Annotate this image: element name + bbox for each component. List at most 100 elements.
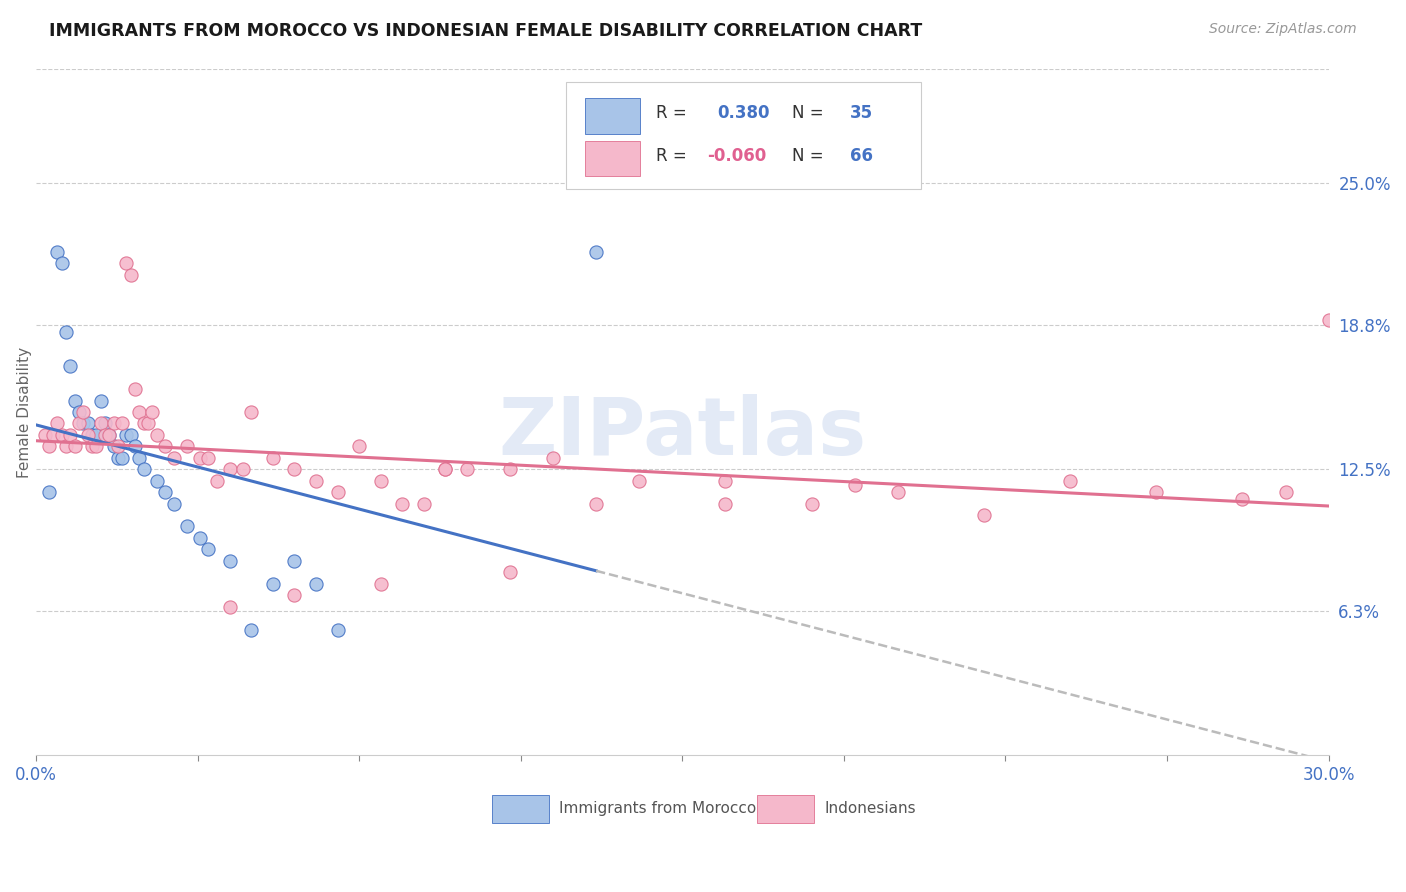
Point xyxy=(412,497,434,511)
Point xyxy=(205,474,228,488)
Point xyxy=(38,439,60,453)
Point xyxy=(305,474,328,488)
Point xyxy=(163,450,186,465)
FancyBboxPatch shape xyxy=(758,795,814,823)
Point xyxy=(72,417,94,431)
Point xyxy=(94,428,117,442)
Point xyxy=(55,439,77,453)
Point xyxy=(155,485,177,500)
Point xyxy=(1274,485,1296,500)
FancyBboxPatch shape xyxy=(585,141,640,177)
Point xyxy=(541,450,564,465)
Text: N =: N = xyxy=(792,147,824,165)
FancyBboxPatch shape xyxy=(585,98,640,134)
Point xyxy=(585,497,607,511)
Point xyxy=(262,450,284,465)
Point xyxy=(326,485,349,500)
Point xyxy=(51,256,73,270)
Point xyxy=(84,428,107,442)
Point xyxy=(136,417,159,431)
Point xyxy=(90,393,112,408)
Point xyxy=(63,439,86,453)
Point xyxy=(38,485,60,500)
Point xyxy=(46,417,69,431)
Point xyxy=(59,359,82,374)
FancyBboxPatch shape xyxy=(567,82,921,189)
Point xyxy=(1144,485,1167,500)
Text: -0.060: -0.060 xyxy=(707,147,766,165)
Point xyxy=(499,566,522,580)
Text: Indonesians: Indonesians xyxy=(824,801,917,816)
Point xyxy=(232,462,254,476)
Point xyxy=(124,382,146,396)
Point xyxy=(391,497,413,511)
Text: 66: 66 xyxy=(851,147,873,165)
Point xyxy=(80,439,103,453)
Text: N =: N = xyxy=(792,104,824,122)
Point xyxy=(1317,313,1340,327)
Point xyxy=(283,588,305,602)
Point xyxy=(111,417,134,431)
Point xyxy=(55,325,77,339)
Point xyxy=(499,462,522,476)
Point xyxy=(67,405,90,419)
Point xyxy=(107,450,129,465)
Point xyxy=(714,497,737,511)
Point xyxy=(844,478,866,492)
Point xyxy=(132,462,155,476)
Point xyxy=(188,531,211,545)
Point xyxy=(887,485,910,500)
Point xyxy=(283,554,305,568)
Text: 35: 35 xyxy=(851,104,873,122)
Point xyxy=(103,417,125,431)
Text: Immigrants from Morocco: Immigrants from Morocco xyxy=(560,801,756,816)
Point xyxy=(800,497,823,511)
Point xyxy=(218,462,240,476)
Point xyxy=(59,428,82,442)
Point xyxy=(128,450,150,465)
Text: R =: R = xyxy=(657,104,688,122)
Point xyxy=(76,428,98,442)
Point xyxy=(456,462,478,476)
Point xyxy=(434,462,457,476)
Point xyxy=(218,554,240,568)
Point xyxy=(63,393,86,408)
Point xyxy=(120,428,142,442)
Point xyxy=(197,450,219,465)
Point xyxy=(973,508,995,522)
Point xyxy=(188,450,211,465)
Point xyxy=(283,462,305,476)
Point xyxy=(103,439,125,453)
Point xyxy=(111,450,134,465)
Text: ZIPatlas: ZIPatlas xyxy=(498,393,866,472)
Point xyxy=(1232,491,1254,506)
Point xyxy=(714,474,737,488)
Point xyxy=(176,519,198,533)
Point xyxy=(76,417,98,431)
Point xyxy=(141,405,163,419)
Point xyxy=(326,623,349,637)
Point xyxy=(585,244,607,259)
Point xyxy=(107,439,129,453)
Point xyxy=(67,417,90,431)
Point xyxy=(240,405,263,419)
Point xyxy=(34,428,56,442)
Point xyxy=(218,599,240,614)
Point xyxy=(132,417,155,431)
Point xyxy=(46,244,69,259)
Text: IMMIGRANTS FROM MOROCCO VS INDONESIAN FEMALE DISABILITY CORRELATION CHART: IMMIGRANTS FROM MOROCCO VS INDONESIAN FE… xyxy=(49,22,922,40)
FancyBboxPatch shape xyxy=(492,795,550,823)
Point xyxy=(197,542,219,557)
Point xyxy=(370,474,392,488)
Point xyxy=(305,576,328,591)
Text: Source: ZipAtlas.com: Source: ZipAtlas.com xyxy=(1209,22,1357,37)
Point xyxy=(115,428,138,442)
Point xyxy=(42,428,65,442)
Point xyxy=(72,405,94,419)
Point xyxy=(51,428,73,442)
Point xyxy=(98,428,121,442)
Point xyxy=(155,439,177,453)
Point xyxy=(124,439,146,453)
Point xyxy=(120,268,142,282)
Point xyxy=(98,428,121,442)
